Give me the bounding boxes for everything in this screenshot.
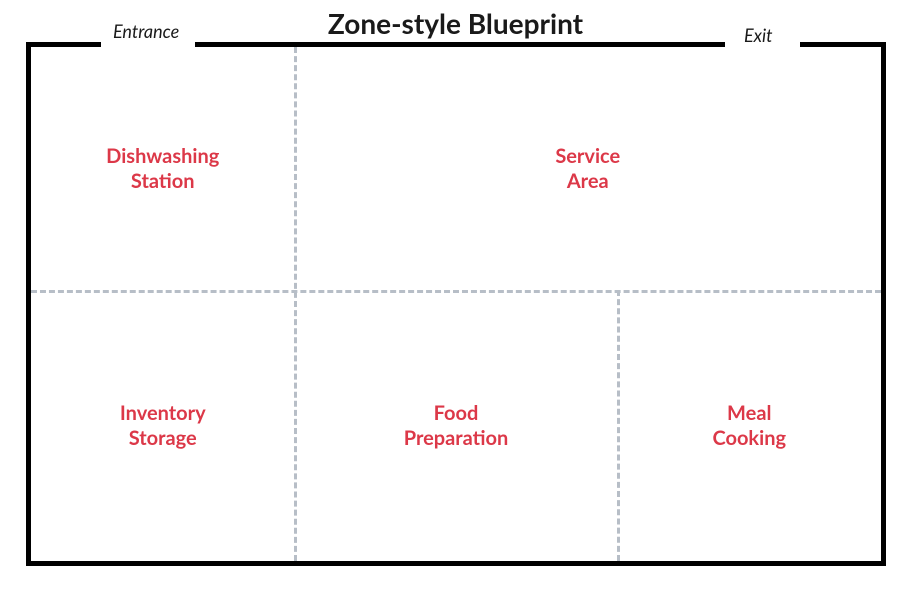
zone-label-line: Inventory (120, 401, 206, 425)
zone-dishwashing: Dishwashing Station (31, 47, 295, 291)
zone-food-prep: Food Preparation (295, 291, 618, 561)
zone-service: Service Area (295, 47, 882, 291)
zone-label-line: Meal (727, 401, 771, 425)
zone-label-line: Food (434, 401, 479, 425)
entrance-label: Entrance (113, 20, 179, 42)
zone-label-line: Preparation (404, 426, 509, 450)
zone-label-line: Dishwashing (106, 144, 219, 168)
blueprint-stage: Zone-style Blueprint Entrance Exit Dishw… (0, 0, 911, 592)
zone-label-line: Cooking (712, 426, 786, 450)
zone-meal-cooking: Meal Cooking (618, 291, 882, 561)
zone-label-line: Area (567, 169, 609, 193)
zone-grid: Dishwashing Station Service Area Invento… (31, 47, 881, 561)
zone-label-line: Service (555, 144, 620, 168)
zone-inventory: Inventory Storage (31, 291, 295, 561)
zone-label-line: Station (131, 169, 195, 193)
zone-label-line: Storage (129, 426, 197, 450)
